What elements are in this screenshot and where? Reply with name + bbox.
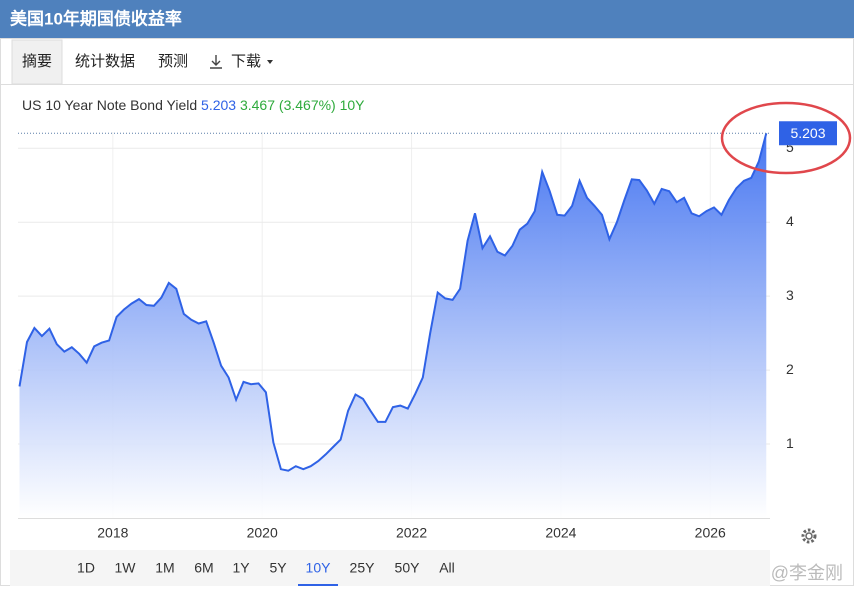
settings-icon[interactable] xyxy=(801,528,817,544)
range-label: 50Y xyxy=(395,560,421,576)
range-label: 25Y xyxy=(350,560,376,576)
x-tick-label: 2026 xyxy=(695,525,726,541)
line xyxy=(18,133,768,472)
y-tick-label: 2 xyxy=(786,361,794,377)
dropdown-caret xyxy=(267,60,273,64)
range-bar xyxy=(10,550,770,586)
highlight-circle xyxy=(720,101,852,175)
quote-change-pct: (3.467%) xyxy=(279,97,336,113)
range-button[interactable]: All xyxy=(439,560,455,576)
tabs: 摘要 统计数据 预测 下载 xyxy=(11,39,273,85)
range-label: 1Y xyxy=(232,560,250,576)
tab-label: 统计数据 xyxy=(75,53,135,70)
range-underline xyxy=(298,584,338,586)
range-button[interactable]: 50Y xyxy=(395,560,421,576)
range-button[interactable]: 1Y xyxy=(232,560,250,576)
range-label: 1W xyxy=(115,560,137,576)
area-fill xyxy=(19,133,767,519)
quote-change: 3.467 xyxy=(240,97,275,113)
y-tick-label: 1 xyxy=(786,435,794,451)
tab[interactable]: 统计数据 xyxy=(75,53,135,70)
last-value-label: 5.203 xyxy=(790,125,825,141)
quote-line: US 10 Year Note Bond Yield 5.203 3.467 (… xyxy=(22,97,365,113)
quote-last: 5.203 xyxy=(201,97,236,113)
range-label: 1D xyxy=(77,560,95,576)
header-title: 美国10年期国债收益率 xyxy=(10,8,182,28)
tab-label: 下载 xyxy=(231,53,261,70)
range-label: All xyxy=(439,560,455,576)
subtitle: US 10 Year Note Bond Yield 5.203 3.467 (… xyxy=(22,97,365,113)
x-tick-label: 2020 xyxy=(247,525,278,541)
range-label: 10Y xyxy=(306,560,332,576)
y-tick-label: 5 xyxy=(786,139,794,155)
range-label: 6M xyxy=(194,560,213,576)
range-buttons: 1D 1W 1M 6M 1Y 5Y 10Y 25Y 50Y All xyxy=(77,560,455,586)
tab[interactable]: 预测 xyxy=(158,53,188,70)
tab-selected-bg xyxy=(11,39,63,85)
x-tick-label: 2024 xyxy=(545,525,576,541)
tab[interactable]: 下载 xyxy=(210,53,273,70)
range-button[interactable]: 1M xyxy=(155,560,174,576)
plot: 1 2 3 4 5 2018 2020 2022 2024 2026 5.203 xyxy=(18,121,837,541)
range-label: 1M xyxy=(155,560,174,576)
range-button[interactable]: 10Y xyxy=(298,560,338,586)
range-button[interactable]: 1W xyxy=(115,560,137,576)
download-icon xyxy=(210,55,222,69)
gear-teeth xyxy=(801,528,817,544)
watermark: @李金刚 xyxy=(771,563,843,583)
quote-name: US 10 Year Note Bond Yield xyxy=(22,97,197,113)
range-button[interactable]: 6M xyxy=(194,560,213,576)
last-value-tag xyxy=(779,121,837,146)
y-tick-label: 4 xyxy=(786,213,794,229)
tab-label: 预测 xyxy=(158,53,188,70)
header-bar xyxy=(0,0,854,38)
y-tick-label: 3 xyxy=(786,287,794,303)
x-tick-label: 2022 xyxy=(396,525,427,541)
quote-period: 10Y xyxy=(340,97,366,113)
x-tick-label: 2018 xyxy=(97,525,128,541)
range-label: 5Y xyxy=(269,560,287,576)
range-button[interactable]: 1D xyxy=(77,560,95,576)
range-button[interactable]: 25Y xyxy=(350,560,376,576)
range-button[interactable]: 5Y xyxy=(269,560,287,576)
gear-hub xyxy=(805,532,813,540)
tab-label: 摘要 xyxy=(22,52,52,70)
tab[interactable]: 摘要 xyxy=(11,39,63,85)
